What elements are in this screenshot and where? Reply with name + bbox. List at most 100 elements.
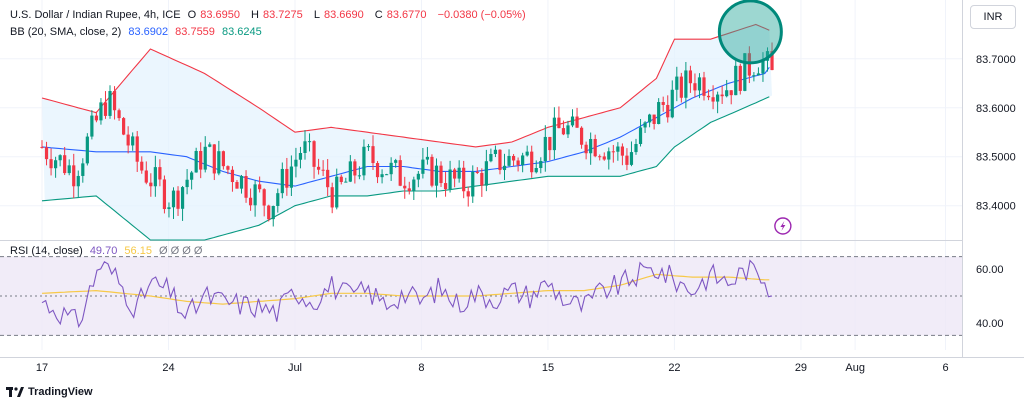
candle-body <box>208 144 212 147</box>
candle-body <box>498 149 502 171</box>
candle <box>729 90 733 105</box>
low-label: L <box>313 9 320 21</box>
candle <box>389 157 393 181</box>
candle-body <box>679 76 683 98</box>
candle <box>385 173 389 176</box>
candle-body <box>303 141 307 153</box>
open-value: 83.6950 <box>200 9 240 21</box>
candle <box>421 147 425 179</box>
candle <box>335 168 339 210</box>
candle <box>394 158 398 168</box>
candle <box>326 159 330 197</box>
currency-selector[interactable]: INR <box>970 5 1016 29</box>
candle-body <box>380 174 384 178</box>
candle <box>412 176 416 201</box>
candle <box>40 140 44 149</box>
candle-body <box>480 172 484 186</box>
candle <box>679 72 683 103</box>
candle <box>58 154 62 167</box>
tradingview-logo-icon <box>6 387 24 397</box>
candle-body <box>131 136 135 146</box>
candle <box>557 106 561 129</box>
candle <box>430 154 434 188</box>
candle <box>357 166 362 180</box>
candle <box>443 171 448 197</box>
candle <box>498 149 502 175</box>
candle <box>366 143 371 151</box>
candle <box>720 85 724 104</box>
candle-body <box>353 161 357 176</box>
candle <box>756 67 761 76</box>
candle <box>702 71 706 101</box>
candlesticks <box>40 42 774 227</box>
candle-body <box>566 125 570 135</box>
candle <box>185 169 189 195</box>
rsi-pane <box>0 256 962 336</box>
candle-body <box>335 176 339 208</box>
candle-body <box>81 163 85 176</box>
candle-body <box>271 205 275 220</box>
candle-body <box>226 166 230 170</box>
candle <box>253 180 257 217</box>
candle <box>716 91 720 114</box>
candle <box>294 147 298 178</box>
candle-body <box>239 176 244 189</box>
candle-body <box>725 90 729 97</box>
currency-label: INR <box>983 11 1003 23</box>
time-axis-label: 22 <box>668 362 680 374</box>
candle-body <box>167 207 171 210</box>
candle-body <box>525 151 529 156</box>
price-axis-label: 83.4000 <box>976 201 1016 213</box>
candle-body <box>652 114 656 124</box>
candle <box>149 173 153 197</box>
candle <box>158 159 162 187</box>
candle-body <box>90 115 94 137</box>
candle-body <box>684 70 688 98</box>
rsi-axis-label: 60.00 <box>976 264 1004 276</box>
candle <box>666 95 670 123</box>
candle-body <box>126 134 130 146</box>
candle <box>212 144 216 181</box>
candle-body <box>326 169 330 188</box>
candle-body <box>117 110 121 119</box>
time-axis-label: Aug <box>845 362 865 374</box>
candle <box>425 147 430 165</box>
candle-body <box>616 146 620 152</box>
candle-body <box>443 183 448 190</box>
candle <box>493 145 498 158</box>
candle-body <box>643 122 647 128</box>
candle <box>688 65 693 93</box>
candle <box>697 73 702 99</box>
candle <box>507 149 511 167</box>
candle-body <box>248 197 253 206</box>
candle <box>502 153 507 181</box>
candle-body <box>44 147 49 160</box>
candle-body <box>339 176 343 182</box>
candle-body <box>199 150 203 170</box>
candle <box>126 126 130 154</box>
candle-body <box>253 184 257 206</box>
candle <box>620 143 624 166</box>
candle <box>511 154 516 167</box>
candle <box>316 158 321 175</box>
candle <box>734 57 738 96</box>
candle-body <box>716 94 720 102</box>
candle-body <box>530 151 534 173</box>
candle <box>122 116 126 136</box>
candle <box>371 135 375 170</box>
candle-body <box>521 155 525 166</box>
candle <box>217 140 221 176</box>
candle <box>194 147 198 173</box>
candle-body <box>144 170 148 183</box>
candle-body <box>552 117 556 151</box>
price-axis-label: 83.6000 <box>976 103 1016 115</box>
candle-body <box>389 162 393 175</box>
candle <box>648 113 652 128</box>
candle-body <box>330 187 334 208</box>
candle-body <box>153 167 157 187</box>
candle-body <box>307 141 312 143</box>
candle-body <box>584 144 588 154</box>
candle-body <box>666 104 670 118</box>
candle <box>239 174 244 194</box>
